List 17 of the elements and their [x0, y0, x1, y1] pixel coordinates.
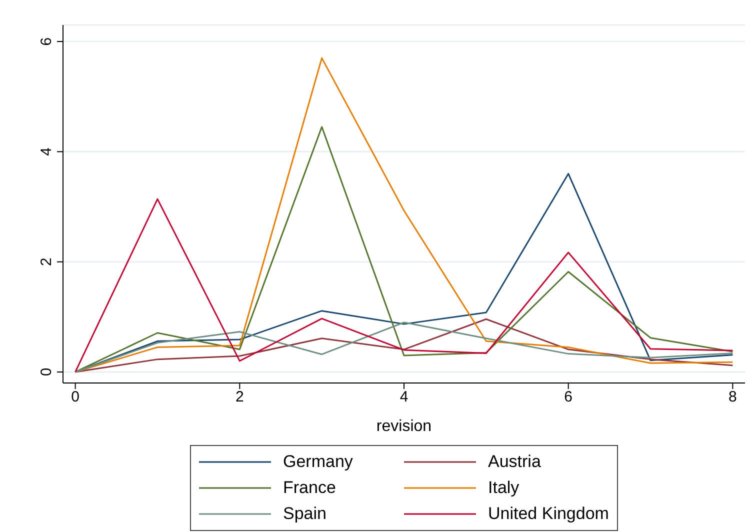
legend-label: France — [283, 478, 336, 498]
x-tick-label: 6 — [564, 388, 573, 406]
legend-label: United Kingdom — [488, 504, 609, 524]
x-axis-title: revision — [376, 418, 432, 435]
legend-label: Spain — [283, 504, 326, 524]
y-tick-label: 6 — [38, 37, 55, 46]
line-series — [74, 126, 734, 373]
x-tick-label: 4 — [400, 388, 408, 406]
x-tick-label: 0 — [71, 388, 80, 406]
legend-label: Germany — [283, 452, 353, 472]
y-tick-label: 0 — [38, 368, 55, 376]
x-tick-label: 8 — [728, 388, 737, 406]
x-tick-label: 2 — [235, 388, 244, 406]
legend-label: Austria — [488, 452, 541, 472]
legend-label: Italy — [488, 478, 520, 498]
y-tick-label: 4 — [38, 148, 55, 156]
y-tick-label: 2 — [38, 258, 55, 266]
